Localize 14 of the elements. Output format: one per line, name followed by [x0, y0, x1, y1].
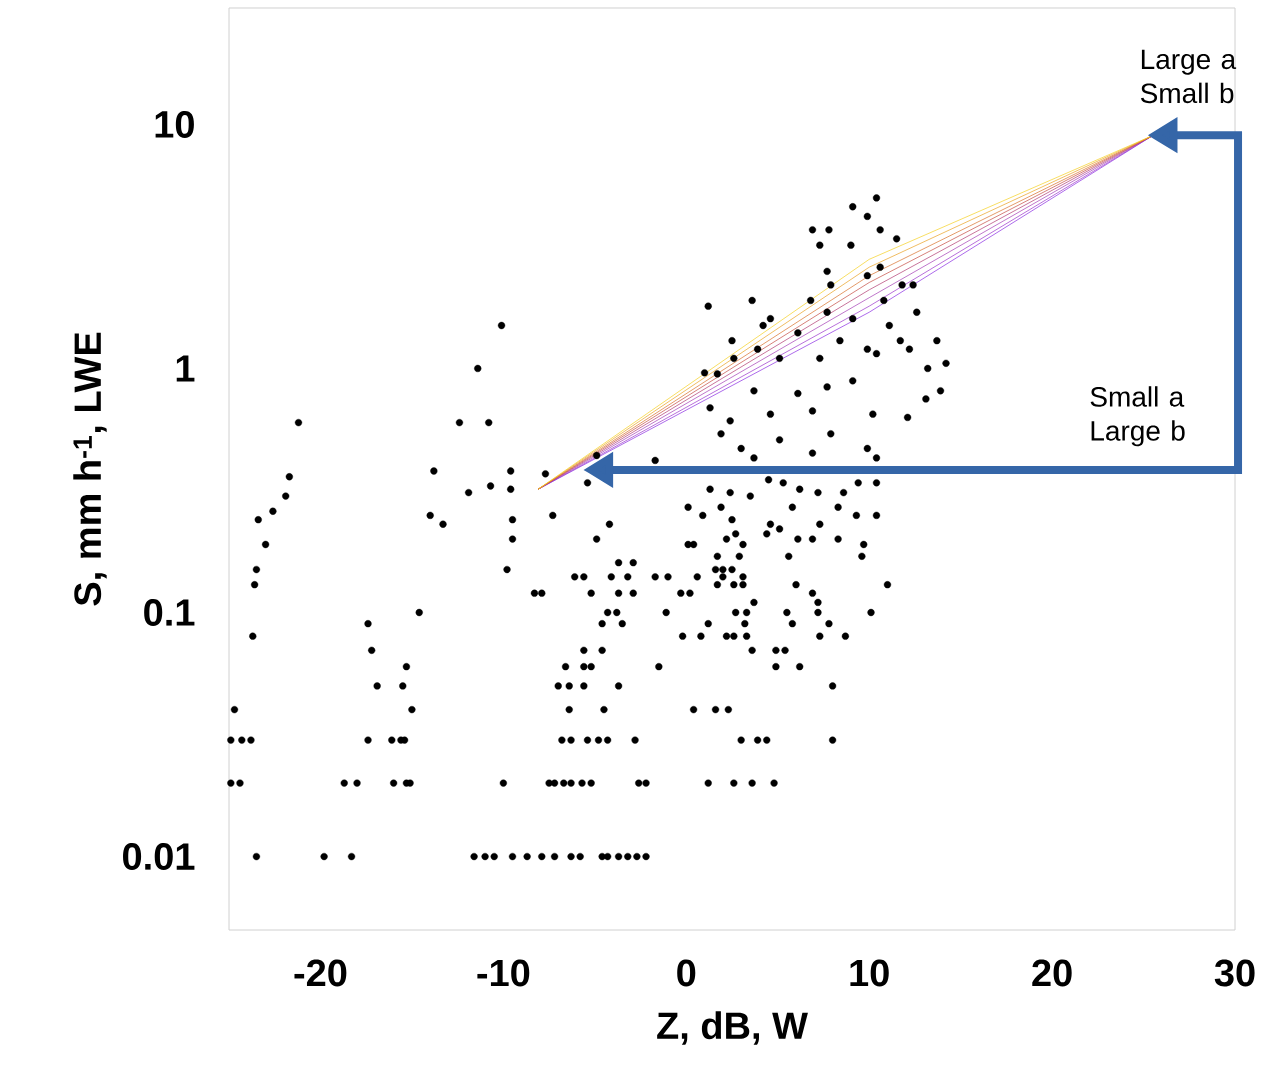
y-tick-label: 0.1 — [144, 599, 195, 626]
y-tick-label: 0.01 — [123, 843, 195, 870]
y-axis-title: S, mm h$^{-1}$, LWE — [73, 332, 107, 606]
y-tick-label: 10 — [155, 110, 194, 138]
y-tick-label: 1 — [176, 355, 195, 382]
annotation: Large a Small b — [1140, 49, 1237, 104]
x-tick-label: -20 — [294, 959, 347, 987]
annotation: Small a Large b — [1090, 386, 1185, 447]
x-tick-label: 20 — [1032, 959, 1072, 987]
x-tick-label: 0 — [677, 959, 696, 987]
x-tick-label: -10 — [477, 959, 530, 987]
x-tick-label: 30 — [1214, 959, 1255, 987]
x-tick-label: 10 — [850, 959, 889, 987]
x-axis-title: Z, dB, W — [657, 1011, 808, 1045]
